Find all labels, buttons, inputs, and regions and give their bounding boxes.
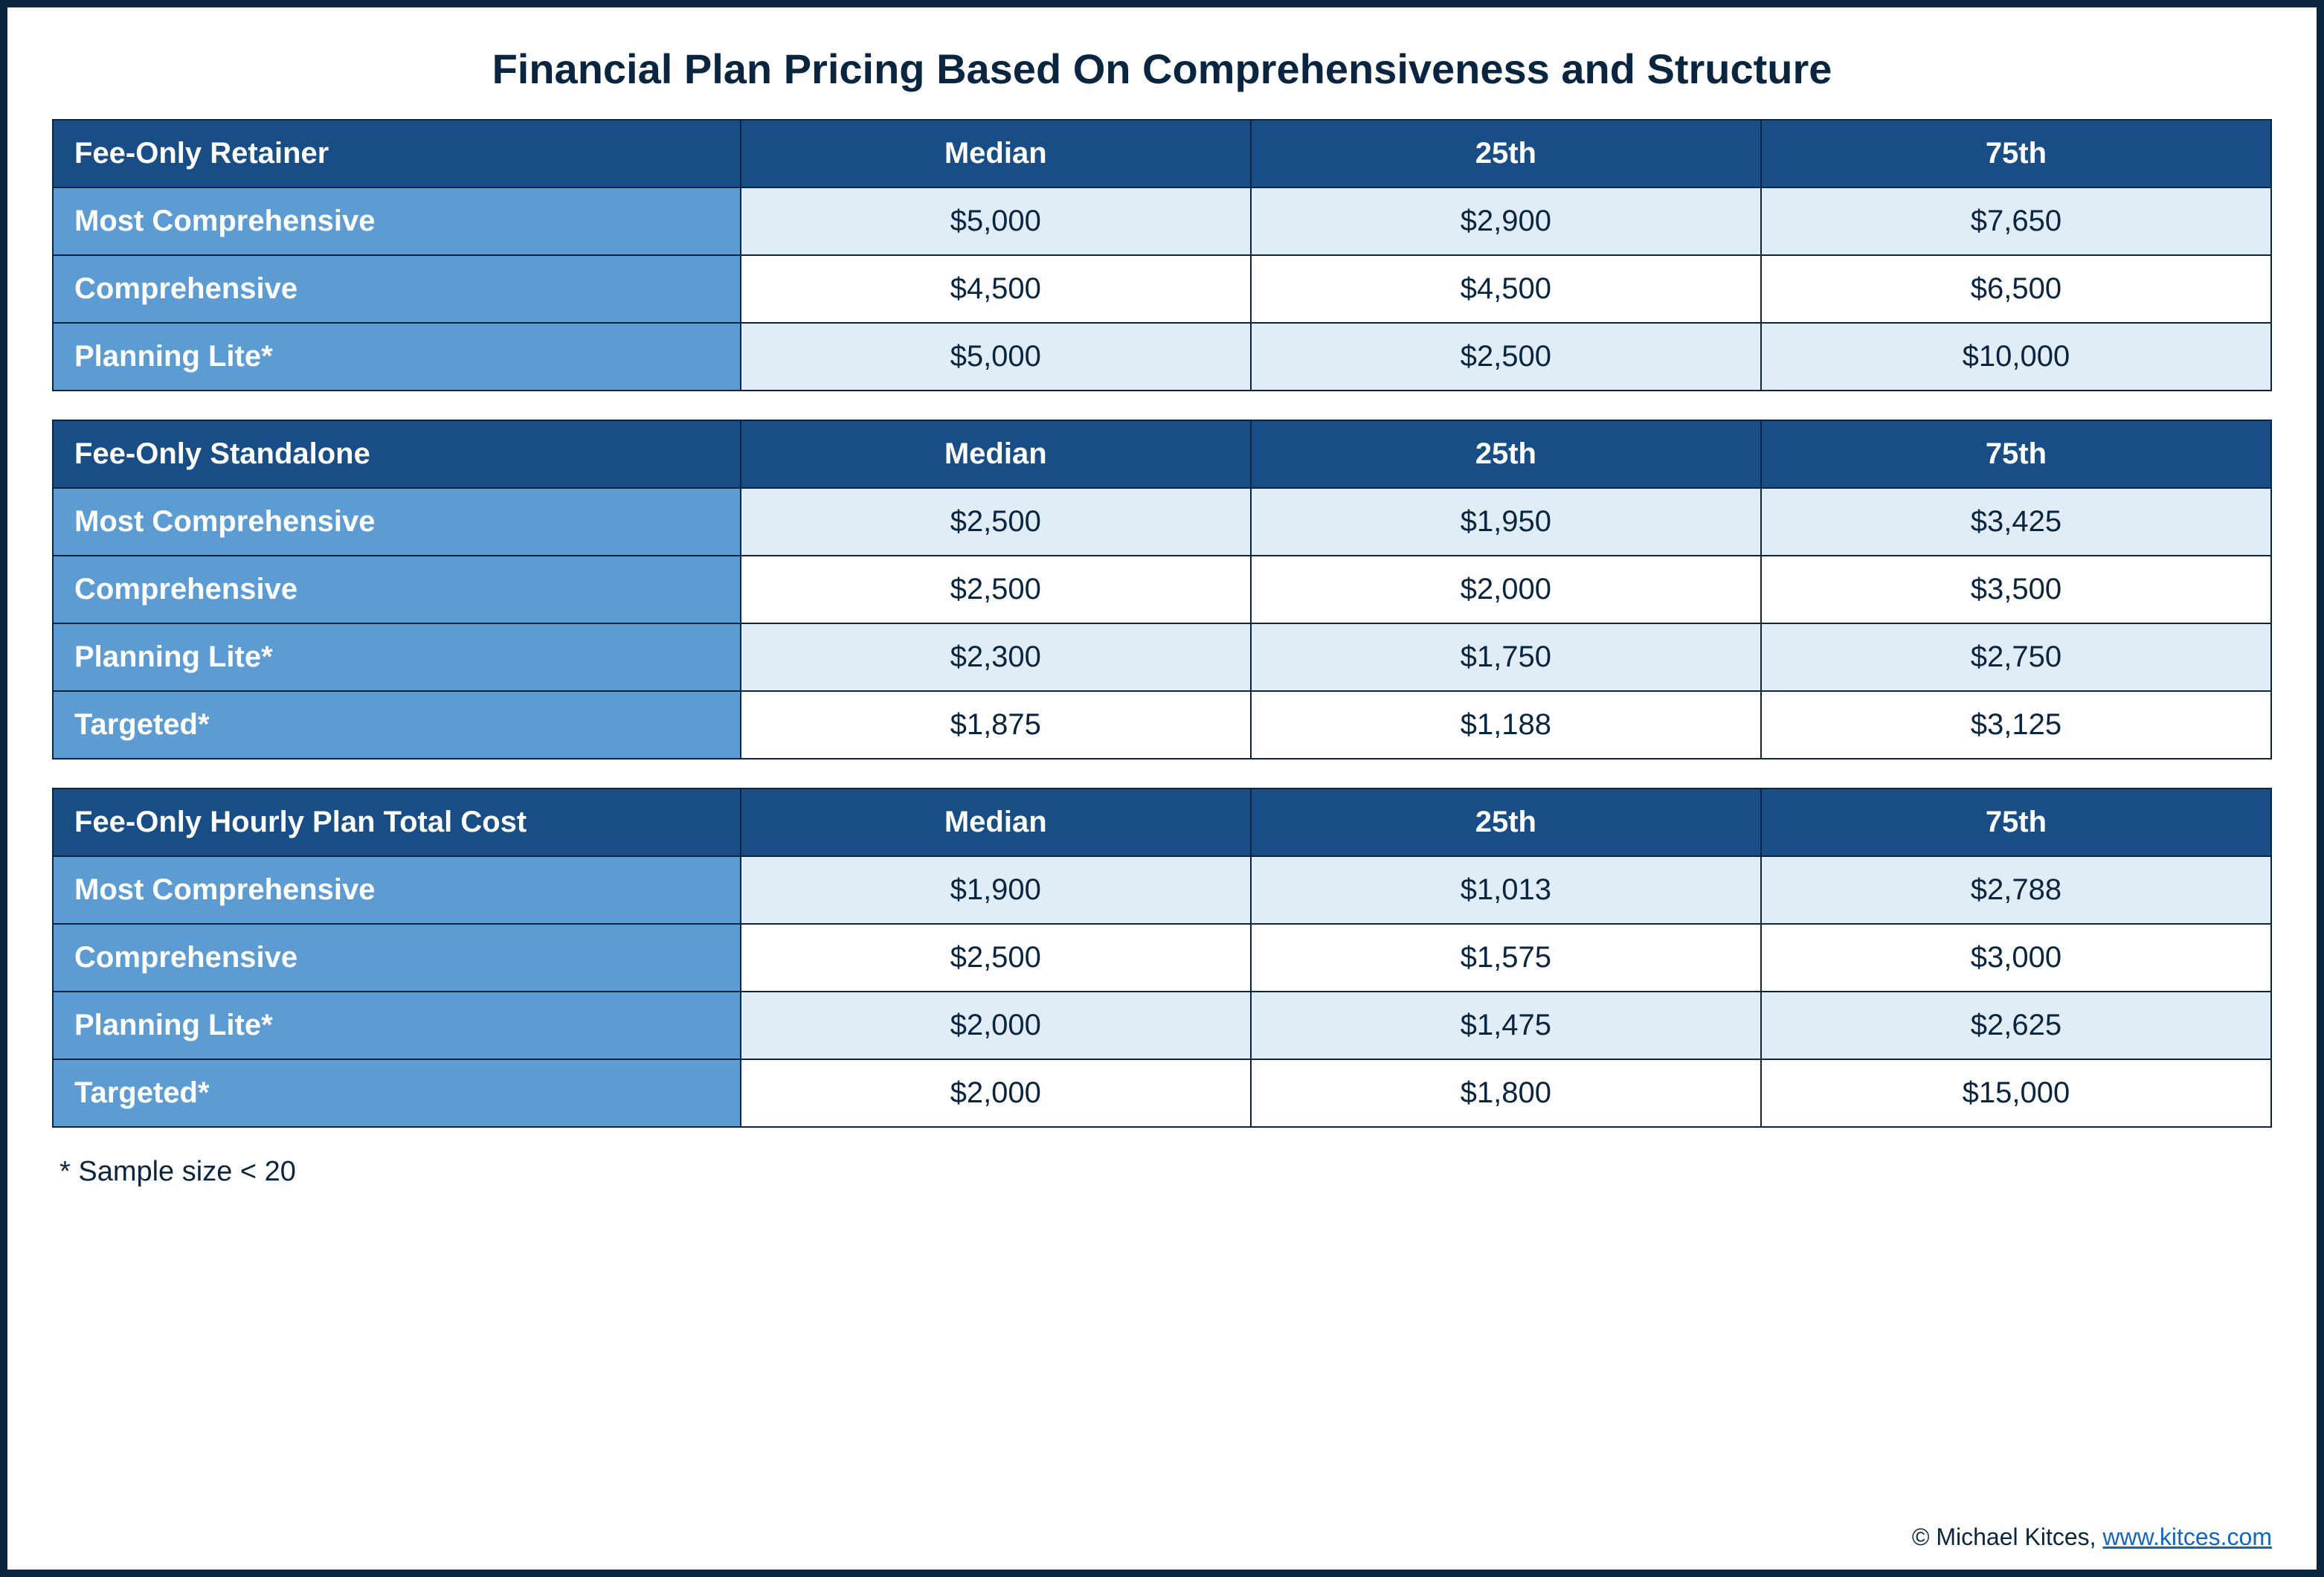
- row-label: Most Comprehensive: [53, 488, 741, 556]
- cell-value: $1,900: [741, 856, 1251, 924]
- cell-value: $1,950: [1251, 488, 1761, 556]
- row-label: Targeted*: [53, 1059, 741, 1127]
- cell-value: $15,000: [1761, 1059, 2271, 1127]
- table-header-col: 25th: [1251, 788, 1761, 856]
- pricing-table-0: Fee-Only RetainerMedian25th75thMost Comp…: [52, 119, 2272, 391]
- cell-value: $2,500: [741, 556, 1251, 623]
- cell-value: $1,750: [1251, 623, 1761, 691]
- table-header-label: Fee-Only Retainer: [53, 120, 741, 187]
- row-label: Most Comprehensive: [53, 187, 741, 255]
- cell-value: $5,000: [741, 323, 1251, 391]
- cell-value: $1,188: [1251, 691, 1761, 759]
- cell-value: $1,013: [1251, 856, 1761, 924]
- table-row: Most Comprehensive$2,500$1,950$3,425: [53, 488, 2271, 556]
- cell-value: $1,475: [1251, 992, 1761, 1059]
- table-header-label: Fee-Only Standalone: [53, 420, 741, 488]
- cell-value: $3,425: [1761, 488, 2271, 556]
- footnote: * Sample size < 20: [52, 1156, 2272, 1188]
- cell-value: $3,500: [1761, 556, 2271, 623]
- table-row: Comprehensive$2,500$1,575$3,000: [53, 924, 2271, 992]
- cell-value: $2,788: [1761, 856, 2271, 924]
- table-row: Comprehensive$2,500$2,000$3,500: [53, 556, 2271, 623]
- table-row: Planning Lite*$5,000$2,500$10,000: [53, 323, 2271, 391]
- cell-value: $5,000: [741, 187, 1251, 255]
- table-header-label: Fee-Only Hourly Plan Total Cost: [53, 788, 741, 856]
- cell-value: $2,625: [1761, 992, 2271, 1059]
- page-title: Financial Plan Pricing Based On Comprehe…: [52, 45, 2272, 93]
- row-label: Planning Lite*: [53, 992, 741, 1059]
- cell-value: $1,800: [1251, 1059, 1761, 1127]
- cell-value: $4,500: [741, 255, 1251, 323]
- cell-value: $7,650: [1761, 187, 2271, 255]
- table-header-col: 75th: [1761, 420, 2271, 488]
- table-header-col: 25th: [1251, 420, 1761, 488]
- row-label: Targeted*: [53, 691, 741, 759]
- cell-value: $2,300: [741, 623, 1251, 691]
- chart-frame: Financial Plan Pricing Based On Comprehe…: [0, 0, 2324, 1577]
- table-row: Planning Lite*$2,300$1,750$2,750: [53, 623, 2271, 691]
- table-row: Comprehensive$4,500$4,500$6,500: [53, 255, 2271, 323]
- row-label: Comprehensive: [53, 924, 741, 992]
- row-label: Most Comprehensive: [53, 856, 741, 924]
- row-label: Comprehensive: [53, 255, 741, 323]
- table-header-col: 75th: [1761, 788, 2271, 856]
- cell-value: $2,000: [741, 992, 1251, 1059]
- cell-value: $2,000: [741, 1059, 1251, 1127]
- attribution-link[interactable]: www.kitces.com: [2102, 1523, 2272, 1550]
- cell-value: $2,500: [741, 488, 1251, 556]
- cell-value: $2,750: [1761, 623, 2271, 691]
- cell-value: $1,575: [1251, 924, 1761, 992]
- cell-value: $3,000: [1761, 924, 2271, 992]
- cell-value: $4,500: [1251, 255, 1761, 323]
- cell-value: $10,000: [1761, 323, 2271, 391]
- table-row: Most Comprehensive$1,900$1,013$2,788: [53, 856, 2271, 924]
- cell-value: $2,500: [1251, 323, 1761, 391]
- table-header-col: Median: [741, 788, 1251, 856]
- table-row: Targeted*$1,875$1,188$3,125: [53, 691, 2271, 759]
- table-header-col: Median: [741, 120, 1251, 187]
- table-header-col: Median: [741, 420, 1251, 488]
- attribution-prefix: © Michael Kitces,: [1912, 1523, 2103, 1550]
- table-row: Targeted*$2,000$1,800$15,000: [53, 1059, 2271, 1127]
- attribution: © Michael Kitces, www.kitces.com: [1912, 1523, 2272, 1551]
- cell-value: $1,875: [741, 691, 1251, 759]
- pricing-table-1: Fee-Only StandaloneMedian25th75thMost Co…: [52, 420, 2272, 759]
- row-label: Planning Lite*: [53, 323, 741, 391]
- cell-value: $3,125: [1761, 691, 2271, 759]
- table-header-col: 75th: [1761, 120, 2271, 187]
- cell-value: $2,500: [741, 924, 1251, 992]
- row-label: Planning Lite*: [53, 623, 741, 691]
- table-row: Planning Lite*$2,000$1,475$2,625: [53, 992, 2271, 1059]
- cell-value: $6,500: [1761, 255, 2271, 323]
- pricing-table-2: Fee-Only Hourly Plan Total CostMedian25t…: [52, 788, 2272, 1128]
- cell-value: $2,000: [1251, 556, 1761, 623]
- row-label: Comprehensive: [53, 556, 741, 623]
- table-header-col: 25th: [1251, 120, 1761, 187]
- table-row: Most Comprehensive$5,000$2,900$7,650: [53, 187, 2271, 255]
- cell-value: $2,900: [1251, 187, 1761, 255]
- tables-container: Fee-Only RetainerMedian25th75thMost Comp…: [52, 119, 2272, 1128]
